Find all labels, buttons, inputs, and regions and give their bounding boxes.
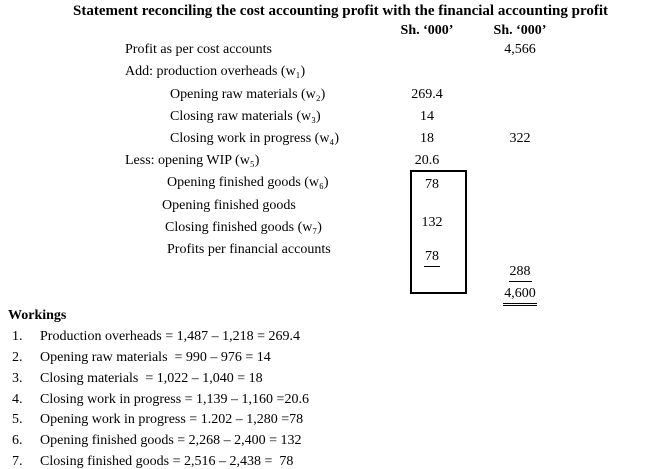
subtotal-value: 288 [484, 264, 556, 282]
statement-row-label: Add: production overheads (w₁) [125, 64, 306, 79]
workings-item-number: 2. [12, 350, 23, 365]
workings-item-text: Closing work in progress = 1,139 – 1,160… [40, 392, 309, 407]
workings-item-text: Opening raw materials = 990 – 976 = 14 [40, 350, 271, 365]
statement-value: 322 [509, 131, 531, 146]
boxed-value: 78 [425, 177, 439, 192]
workings-item-text: Closing materials = 1,022 – 1,040 = 18 [40, 371, 263, 386]
column-header-1: Sh. ‘000’ [400, 23, 454, 38]
statement-value: 4,566 [504, 42, 536, 57]
workings-item-text: Production overheads = 1,487 – 1,218 = 2… [40, 329, 300, 344]
subtotal-underlined: 288 [508, 264, 532, 282]
statement-row-label: Profits per financial accounts [167, 242, 331, 257]
final-total-underlined: 4,600 [503, 286, 537, 306]
workings-heading: Workings [8, 308, 67, 323]
workings-item-number: 3. [12, 371, 23, 386]
workings-item-text: Opening finished goods = 2,268 – 2,400 =… [40, 433, 302, 448]
boxed-value-underlined: 78 [404, 249, 460, 267]
statement-row-label: Opening finished goods (w₆) [167, 175, 329, 190]
statement-row-label: Closing finished goods (w₇) [165, 220, 322, 235]
finished-goods-box [410, 170, 467, 294]
workings-item-text: Opening work in progress = 1.202 – 1,280… [40, 412, 304, 427]
statement-value: 14 [420, 109, 434, 124]
statement-value: 269.4 [411, 87, 443, 102]
statement-row-label: Closing raw materials (w₃) [170, 109, 321, 124]
workings-item-text: Closing finished goods = 2,516 – 2,438 =… [40, 454, 294, 469]
final-total-value: 4,600 [484, 286, 556, 306]
statement-value: 20.6 [414, 153, 440, 168]
workings-item-number: 4. [12, 392, 23, 407]
statement-row-label: Profit as per cost accounts [125, 42, 272, 57]
statement-row-label: Closing work in progress (w₄) [170, 131, 339, 146]
workings-item-number: 6. [12, 433, 23, 448]
statement-row-label: Opening finished goods [162, 198, 296, 213]
column-header-2: Sh. ‘000’ [493, 23, 547, 38]
statement-row-label: Less: opening WIP (w₅) [125, 153, 260, 168]
statement-title: Statement reconciling the cost accountin… [73, 3, 608, 19]
boxed-value: 132 [421, 215, 443, 230]
workings-item-number: 1. [12, 329, 23, 344]
statement-value: 18 [420, 131, 434, 146]
workings-item-number: 7. [12, 454, 23, 469]
statement-row-label: Opening raw materials (w₂) [170, 87, 326, 102]
workings-item-number: 5. [12, 412, 23, 427]
